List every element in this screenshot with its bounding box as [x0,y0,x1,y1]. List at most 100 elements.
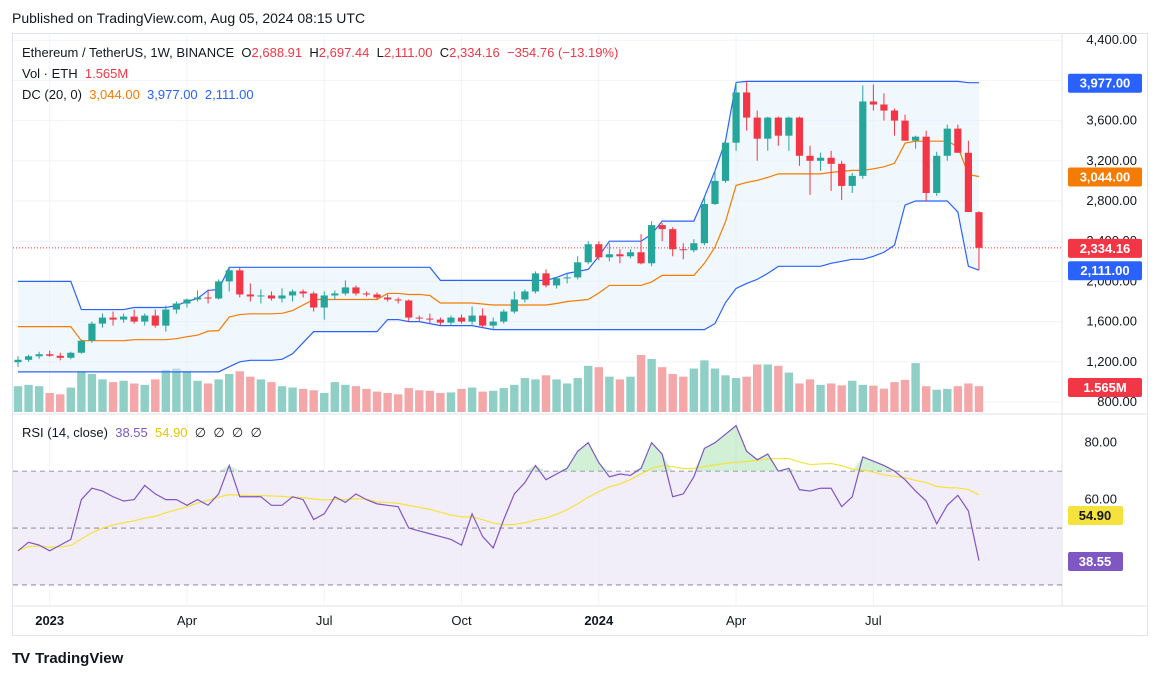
volume-bar [710,368,720,412]
tradingview-brand[interactable]: TV TradingView [12,650,123,667]
donchian-label[interactable]: DC (20, 0) [22,87,82,102]
symbol-legend: Ethereum / TetherUS, 1W, BINANCE O2,688.… [22,45,618,60]
volume-bar [119,380,128,412]
volume-bar [330,382,339,412]
candle-body [616,254,624,257]
volume-bar [214,379,223,412]
rsi-line [17,424,980,561]
rsi-label[interactable]: RSI (14, close) [22,425,108,440]
volume-bar [415,390,424,412]
candle-body [373,294,381,298]
rsi-extra-3: ∅ [231,425,244,440]
volume-label[interactable]: Vol · ETH [22,66,78,81]
candle-body [869,101,877,105]
brand-name: TradingView [35,650,124,667]
candle-body [827,157,835,164]
volume-bar [467,387,477,412]
volume-bar [584,365,593,412]
price-badge: 2,334.16 [1068,238,1142,258]
volume-bar [288,387,297,412]
price-badge-text: 3,044.00 [1080,169,1131,184]
rsi-extra-1: ∅ [194,425,207,440]
candle-body [88,323,96,341]
price-tick-label: 1,600.00 [1086,314,1137,329]
tradingview-logo-icon: TV [12,650,30,667]
candle-body [542,273,550,286]
volume-bar [425,390,435,412]
volume-bar [267,382,276,412]
donchian-lower-line [18,200,980,373]
candle-body [785,117,793,136]
candle-body [394,299,402,301]
volume-bar [837,385,846,412]
candle-body [700,204,708,244]
price-badge-text: 3,977.00 [1080,76,1131,91]
candle-body [605,254,613,258]
candle-body [880,104,888,111]
candle-body [225,270,233,282]
price-pane [13,80,1062,412]
price-badge-text: 2,334.16 [1080,241,1131,256]
candle-body [257,295,265,297]
change-value: −354.76 (−13.19%) [507,45,619,60]
volume-bar [108,382,118,412]
candle-body [774,117,782,136]
candle-body [426,318,434,320]
candle-body [574,262,582,278]
candle-body [954,128,962,153]
candle-body [521,291,529,300]
rsi-tick-label: 60.00 [1084,492,1117,507]
volume-bar [647,359,656,412]
volume-bar [351,386,361,412]
candle-body [56,355,64,358]
rsi-overbought-fill [218,425,895,472]
price-tick-label: 3,600.00 [1086,113,1137,128]
volume-bar [858,384,867,412]
volume-badge: 1.565M [1068,378,1142,397]
candle-body [859,101,867,176]
candle-body [267,295,276,299]
volume-bar [943,388,952,412]
volume-bar [129,383,139,412]
candle-body [943,128,951,156]
candle-body [648,225,656,264]
volume-bar [341,384,350,412]
volume-bar [161,369,171,412]
volume-bar [721,375,730,412]
volume-bar [605,376,614,412]
volume-bar [446,392,456,412]
candle-body [848,175,856,186]
rsi-badge-text: 38.55 [1079,554,1112,569]
volume-bar [520,378,530,412]
volume-bar [309,390,318,412]
time-label: Oct [451,613,472,628]
volume-badge-bg [1068,378,1142,397]
volume-bar [562,383,572,412]
candle-body [278,295,286,299]
candle-body [711,180,719,205]
volume-bar [805,379,815,412]
rsi-ma-badge-text: 54.90 [1079,508,1112,523]
time-label: 2024 [584,613,614,628]
symbol-name[interactable]: Ethereum / TetherUS, 1W, BINANCE [22,45,235,60]
volume-bar [393,394,403,412]
volume-bar [457,388,466,412]
volume-legend: Vol · ETH 1.565M [22,66,128,81]
candle-body [172,303,180,310]
candle-body [77,340,85,353]
volume-bar [372,391,382,412]
low-value: 2,111.00 [383,45,433,60]
volume-bar [700,360,709,412]
chart-frame [12,33,1148,636]
volume-bar [531,379,540,412]
volume-bar [774,365,783,412]
candle-body [479,315,487,326]
candle-body [236,270,244,295]
volume-bar [256,379,266,412]
open-label: O [241,45,252,60]
candle-body [806,155,814,161]
candle-body [933,155,941,193]
candle-body [838,163,846,186]
volume-bar [56,394,65,412]
